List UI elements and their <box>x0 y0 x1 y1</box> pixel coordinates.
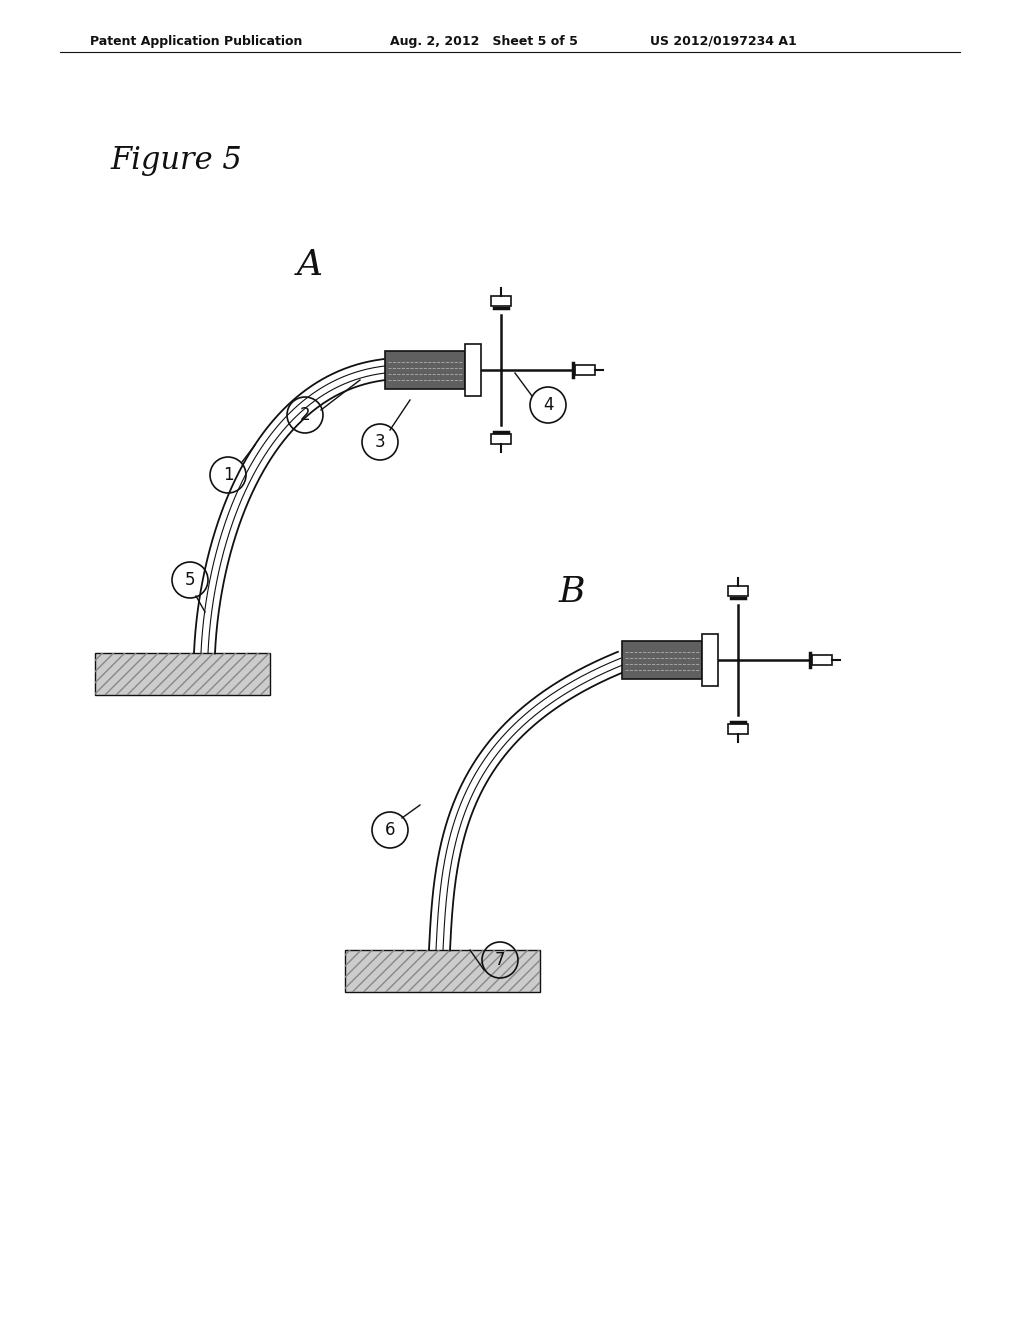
Bar <box>575 366 595 375</box>
Bar <box>465 345 481 396</box>
Text: 5: 5 <box>184 572 196 589</box>
Bar <box>385 351 465 389</box>
Text: Patent Application Publication: Patent Application Publication <box>90 36 302 48</box>
Text: 4: 4 <box>543 396 553 414</box>
Text: 3: 3 <box>375 433 385 451</box>
Text: A: A <box>297 248 323 282</box>
Bar <box>702 634 718 686</box>
Text: Figure 5: Figure 5 <box>110 145 242 176</box>
Bar <box>812 655 831 665</box>
Bar <box>490 296 511 306</box>
Bar <box>490 434 511 444</box>
Text: 7: 7 <box>495 950 505 969</box>
Text: B: B <box>559 576 586 609</box>
Text: 2: 2 <box>300 407 310 424</box>
Text: Aug. 2, 2012   Sheet 5 of 5: Aug. 2, 2012 Sheet 5 of 5 <box>390 36 578 48</box>
Bar <box>95 653 270 696</box>
Bar <box>728 586 748 597</box>
Text: US 2012/0197234 A1: US 2012/0197234 A1 <box>650 36 797 48</box>
Bar <box>345 950 540 993</box>
Bar <box>622 642 702 678</box>
Text: 6: 6 <box>385 821 395 840</box>
Bar <box>95 653 270 696</box>
Text: 1: 1 <box>222 466 233 484</box>
Bar <box>728 723 748 734</box>
Bar <box>345 950 540 993</box>
